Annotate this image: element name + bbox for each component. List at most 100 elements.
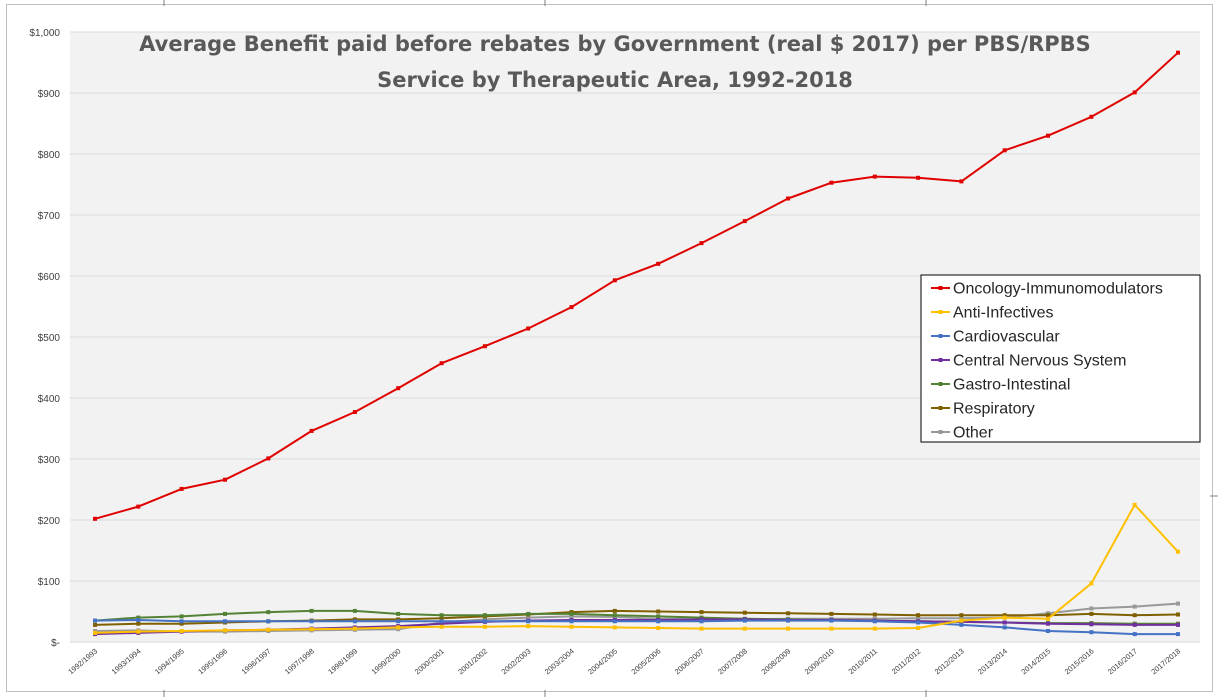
- data-point-anti-infectives: [179, 629, 184, 633]
- data-point-respiratory: [699, 610, 704, 615]
- data-point-cardiovascular: [223, 619, 227, 624]
- data-point-anti-infectives: [829, 626, 834, 631]
- data-point-respiratory: [872, 612, 877, 617]
- data-point-cardiovascular: [266, 619, 271, 624]
- data-point-cardiovascular: [482, 619, 487, 624]
- data-point-anti-infectives: [959, 618, 964, 623]
- data-point-cardiovascular: [1002, 625, 1007, 630]
- data-point-cardiovascular: [1176, 632, 1180, 637]
- data-point-respiratory: [179, 621, 184, 626]
- data-point-oncology-immunomodulators: [612, 278, 617, 283]
- data-point-oncology-immunomodulators: [136, 504, 141, 509]
- data-point-cardiovascular: [396, 619, 401, 624]
- data-point-anti-infectives: [352, 626, 357, 631]
- data-point-gastro-intestinal: [526, 611, 531, 616]
- data-point-gastro-intestinal: [612, 613, 617, 618]
- data-point-anti-infectives: [569, 624, 574, 629]
- legend-swatch-marker: [938, 286, 943, 290]
- data-point-gastro-intestinal: [223, 611, 227, 616]
- legend-item-gastro-intestinal: Gastro-Intestinal: [931, 377, 1070, 394]
- data-point-gastro-intestinal: [482, 613, 487, 618]
- data-point-other: [1132, 604, 1137, 609]
- legend-item-central-nervous-system: Central Nervous System: [931, 353, 1126, 370]
- data-point-anti-infectives: [396, 625, 401, 630]
- legend-item-cardiovascular: Cardiovascular: [931, 329, 1060, 346]
- data-point-oncology-immunomodulators: [916, 175, 921, 180]
- data-point-cardiovascular: [569, 619, 574, 624]
- legend: Oncology-Immunomodulators Anti-Infectives…: [920, 274, 1201, 443]
- data-point-oncology-immunomodulators: [93, 516, 97, 521]
- data-point-central-nervous-system: [439, 621, 444, 626]
- data-point-respiratory: [959, 613, 964, 618]
- y-tick-label: $200: [38, 516, 61, 527]
- data-point-anti-infectives: [656, 626, 661, 630]
- data-point-central-nervous-system: [1132, 622, 1137, 627]
- data-point-respiratory: [1089, 611, 1094, 616]
- y-tick-label: $-: [51, 638, 60, 649]
- data-point-gastro-intestinal: [266, 610, 271, 615]
- data-point-gastro-intestinal: [439, 613, 444, 618]
- data-point-central-nervous-system: [1046, 621, 1050, 626]
- data-point-anti-infectives: [439, 624, 444, 629]
- data-point-other: [916, 616, 921, 621]
- data-point-central-nervous-system: [1176, 622, 1180, 627]
- data-point-anti-infectives: [916, 626, 921, 630]
- y-tick-label: $1,000: [29, 28, 60, 39]
- data-point-cardiovascular: [439, 619, 444, 624]
- data-point-anti-infectives: [526, 624, 531, 629]
- data-point-gastro-intestinal: [569, 611, 574, 616]
- data-point-oncology-immunomodulators: [352, 410, 357, 414]
- legend-label: Cardiovascular: [953, 329, 1060, 346]
- data-point-anti-infectives: [612, 625, 617, 630]
- legend-item-respiratory: Respiratory: [931, 401, 1035, 418]
- data-point-oncology-immunomodulators: [656, 261, 661, 266]
- y-tick-label: $600: [38, 272, 61, 283]
- data-point-anti-infectives: [266, 627, 271, 632]
- legend-swatch-marker: [938, 382, 943, 386]
- data-point-respiratory: [136, 621, 141, 626]
- y-axis-tick-labels: $- $100 $200 $300 $400 $500 $600 $700 $800 $900 $1…: [29, 28, 60, 649]
- y-tick-label: $100: [38, 577, 61, 588]
- data-point-gastro-intestinal: [309, 608, 314, 613]
- data-point-cardiovascular: [829, 618, 834, 623]
- legend-swatch-marker: [938, 430, 943, 434]
- data-point-oncology-immunomodulators: [959, 179, 964, 184]
- legend-label: Other: [953, 425, 994, 442]
- data-point-respiratory: [742, 610, 747, 615]
- data-point-anti-infectives: [223, 628, 227, 633]
- data-point-respiratory: [93, 622, 97, 627]
- data-point-other: [1089, 606, 1094, 611]
- data-point-anti-infectives: [786, 626, 791, 631]
- data-point-anti-infectives: [482, 624, 487, 629]
- data-point-oncology-immunomodulators: [1046, 133, 1050, 138]
- data-point-gastro-intestinal: [656, 614, 661, 619]
- data-point-oncology-immunomodulators: [179, 486, 184, 491]
- data-point-anti-infectives: [1002, 615, 1007, 620]
- data-point-cardiovascular: [352, 619, 357, 624]
- data-point-respiratory: [1002, 613, 1007, 618]
- data-point-oncology-immunomodulators: [266, 456, 271, 461]
- data-point-oncology-immunomodulators: [309, 428, 314, 433]
- series-line-cardiovascular: [94, 619, 1178, 636]
- data-point-oncology-immunomodulators: [742, 219, 747, 224]
- data-point-cardiovascular: [1132, 632, 1137, 637]
- data-point-oncology-immunomodulators: [829, 180, 834, 185]
- data-point-oncology-immunomodulators: [482, 344, 487, 349]
- data-point-anti-infectives: [1176, 549, 1180, 554]
- data-point-anti-infectives: [742, 626, 747, 631]
- series-line-oncology-immunomodulators: [94, 51, 1179, 520]
- data-point-gastro-intestinal: [179, 614, 184, 619]
- data-point-oncology-immunomodulators: [223, 477, 227, 482]
- data-point-cardiovascular: [872, 619, 877, 624]
- legend-swatch-marker: [938, 334, 943, 338]
- selection-handles: [163, 0, 1218, 697]
- data-point-other: [959, 616, 964, 621]
- data-point-respiratory: [1176, 612, 1180, 617]
- data-point-oncology-immunomodulators: [439, 361, 444, 366]
- data-point-oncology-immunomodulators: [569, 305, 574, 310]
- data-point-respiratory: [1132, 613, 1137, 618]
- data-point-cardiovascular: [699, 619, 704, 624]
- data-point-oncology-immunomodulators: [396, 386, 401, 391]
- data-point-cardiovascular: [179, 619, 184, 624]
- data-point-cardiovascular: [1046, 629, 1050, 633]
